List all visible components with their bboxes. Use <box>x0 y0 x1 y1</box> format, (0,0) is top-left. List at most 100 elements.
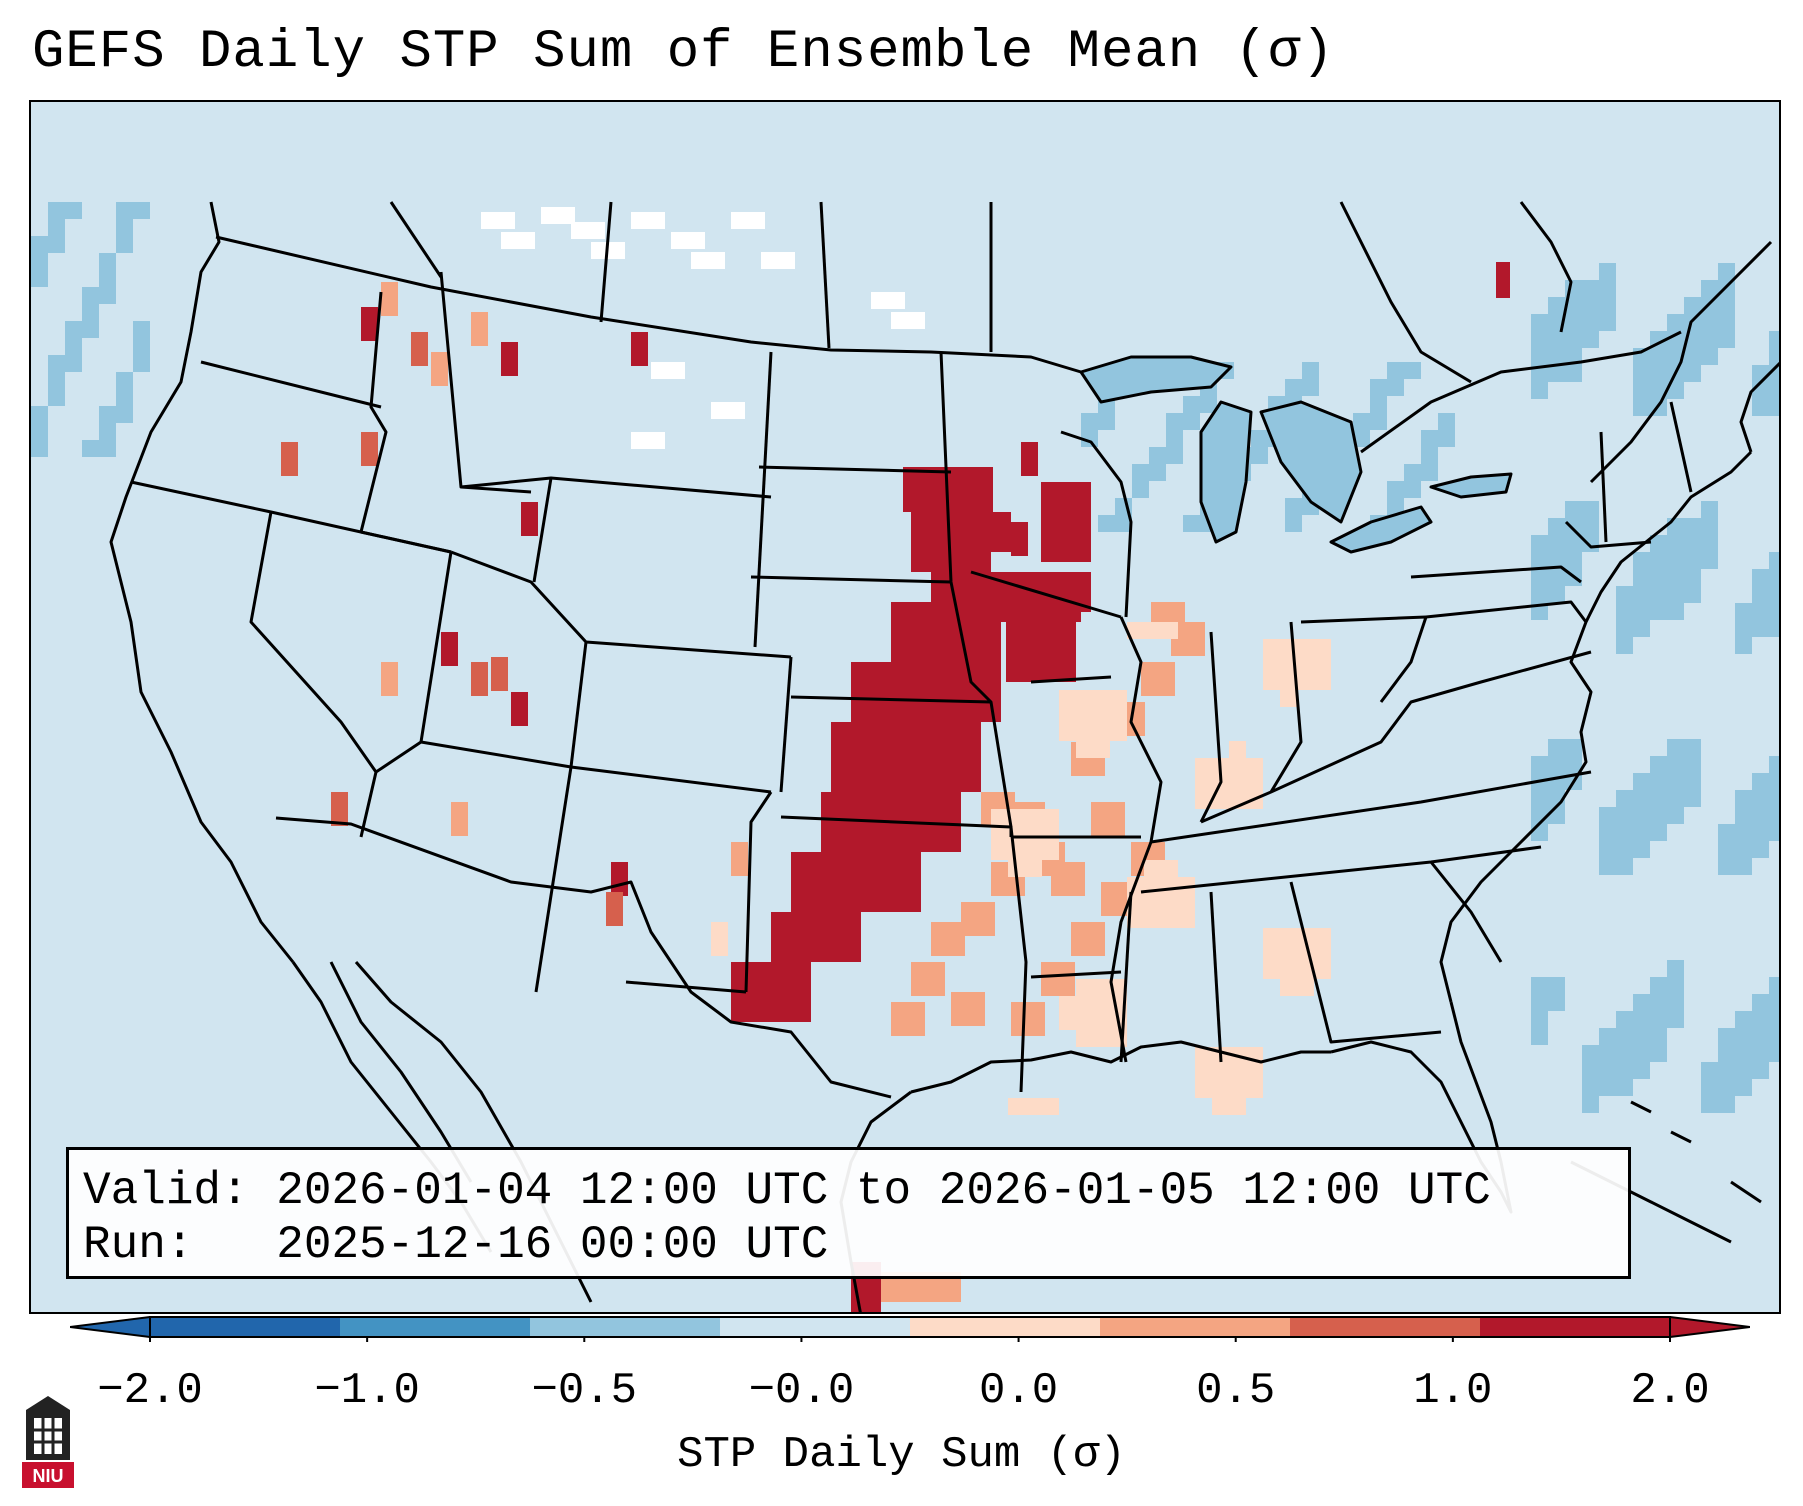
anomaly-cell <box>1752 620 1769 637</box>
anomaly-cell <box>82 287 99 304</box>
anomaly-cell <box>1548 518 1565 535</box>
anomaly-cell <box>1263 639 1280 656</box>
anomaly-cell <box>1195 792 1212 809</box>
anomaly-cell <box>1769 382 1779 399</box>
anomaly-cell <box>1071 922 1105 956</box>
anomaly-cell <box>1769 399 1779 416</box>
anomaly-cell <box>1616 1028 1633 1045</box>
anomaly-cell <box>1229 1081 1246 1098</box>
anomaly-cell <box>1565 365 1582 382</box>
anomaly-cell <box>1752 1062 1769 1079</box>
anomaly-cell <box>671 232 705 249</box>
anomaly-cell <box>31 440 48 457</box>
anomaly-cell <box>1161 911 1178 928</box>
anomaly-cell <box>1684 586 1701 603</box>
anomaly-cell <box>116 202 133 219</box>
map-canvas <box>31 201 1779 1312</box>
anomaly-cell <box>961 512 1011 552</box>
anomaly-cell <box>1263 962 1280 979</box>
anomaly-cell <box>1280 690 1297 707</box>
anomaly-cells <box>31 202 1779 1312</box>
anomaly-cell <box>1701 280 1718 297</box>
colorbar-segment <box>720 1317 911 1337</box>
anomaly-cell <box>1735 1028 1752 1045</box>
anomaly-cell <box>1752 841 1769 858</box>
anomaly-cell <box>1011 1002 1045 1036</box>
anomaly-cell <box>631 432 665 449</box>
anomaly-cell <box>281 442 298 476</box>
anomaly-cell <box>1195 758 1212 775</box>
anomaly-cell <box>1582 1079 1599 1096</box>
anomaly-cell <box>65 202 82 219</box>
anomaly-cell <box>731 212 765 229</box>
anomaly-cell <box>1212 1081 1229 1098</box>
anomaly-cell <box>1548 994 1565 1011</box>
anomaly-cell <box>1582 314 1599 331</box>
anomaly-cell <box>1251 447 1268 464</box>
anomaly-cell <box>1599 280 1616 297</box>
colorbar-segment <box>1100 1317 1291 1337</box>
anomaly-cell <box>1025 843 1042 860</box>
anomaly-cell <box>991 809 1008 826</box>
anomaly-cell <box>1650 569 1667 586</box>
anomaly-cell <box>1599 1045 1616 1062</box>
anomaly-cell <box>1633 1045 1650 1062</box>
anomaly-cell <box>1093 707 1110 724</box>
anomaly-cell <box>1769 603 1779 620</box>
anomaly-cell <box>1616 858 1633 875</box>
anomaly-cell <box>1667 807 1684 824</box>
anomaly-cell <box>411 332 428 366</box>
anomaly-cell <box>1421 430 1438 447</box>
map-panel[interactable] <box>29 100 1781 1314</box>
anomaly-cell <box>1263 656 1280 673</box>
colorbar-segment <box>150 1317 341 1337</box>
anomaly-cell <box>1280 962 1297 979</box>
anomaly-cell <box>1297 656 1314 673</box>
anomaly-cell <box>1548 756 1565 773</box>
niu-logo-text: NIU <box>33 1466 64 1486</box>
anomaly-cell <box>1011 522 1028 556</box>
anomaly-cell <box>1178 877 1195 894</box>
anomaly-cell <box>1735 603 1752 620</box>
anomaly-cell <box>1633 569 1650 586</box>
anomaly-cell <box>1735 841 1752 858</box>
anomaly-cell <box>1769 1011 1779 1028</box>
anomaly-cell <box>1353 413 1370 430</box>
anomaly-cell <box>133 338 150 355</box>
anomaly-cell <box>1718 263 1735 280</box>
anomaly-cell <box>1650 807 1667 824</box>
anomaly-cell <box>1650 1028 1667 1045</box>
anomaly-cell <box>1599 263 1616 280</box>
anomaly-cell <box>1302 362 1319 379</box>
anomaly-cell <box>1684 552 1701 569</box>
anomaly-cell <box>1565 314 1582 331</box>
anomaly-cell <box>1667 1011 1684 1028</box>
anomaly-cell <box>731 842 748 876</box>
anomaly-cell <box>1195 1081 1212 1098</box>
anomaly-cell <box>1667 739 1684 756</box>
anomaly-cell <box>1650 773 1667 790</box>
anomaly-cell <box>1667 977 1684 994</box>
anomaly-cell <box>1633 841 1650 858</box>
anomaly-cell <box>1735 1062 1752 1079</box>
anomaly-cell <box>116 372 133 389</box>
anomaly-cell <box>1200 396 1217 413</box>
anomaly-cell <box>1161 894 1178 911</box>
anomaly-cell <box>1565 739 1582 756</box>
anomaly-cell <box>1531 994 1548 1011</box>
anomaly-cell <box>1229 741 1246 758</box>
colorbar-left-extend <box>70 1317 150 1337</box>
anomaly-cell <box>1314 928 1331 945</box>
anomaly-cell <box>1076 724 1093 741</box>
anomaly-cell <box>1297 979 1314 996</box>
anomaly-cell <box>48 372 65 389</box>
anomaly-cell <box>48 389 65 406</box>
colorbar-tick-label: −0.5 <box>531 1366 638 1416</box>
anomaly-cell <box>1752 586 1769 603</box>
anomaly-cell <box>1531 977 1548 994</box>
anomaly-cell <box>1769 790 1779 807</box>
anomaly-cell <box>1212 1064 1229 1081</box>
anomaly-cell <box>1650 348 1667 365</box>
anomaly-cell <box>1582 1045 1599 1062</box>
anomaly-cell <box>1633 399 1650 416</box>
